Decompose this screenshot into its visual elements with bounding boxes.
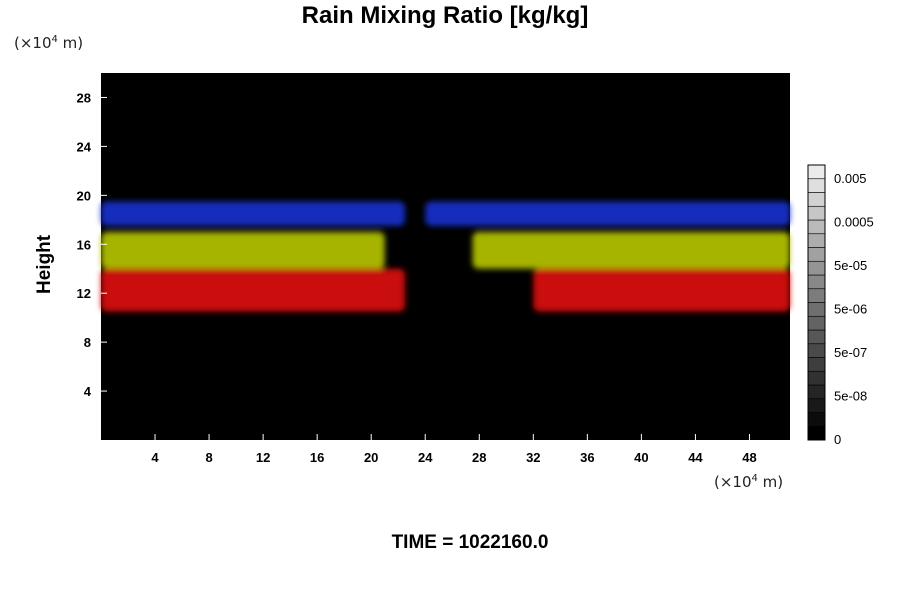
colorbar-segment	[807, 260, 826, 276]
x-tick-label: 16	[310, 450, 324, 465]
colorbar-segment	[807, 343, 826, 358]
x-tick-label: 48	[742, 450, 756, 465]
layer-2-span-0	[101, 268, 405, 312]
colorbar: 0 5e-08 5e-07 5e-06 5e-05 0.0005 0.005	[807, 164, 874, 447]
layer-1-span-1	[472, 232, 790, 269]
colorbar-segment	[807, 357, 826, 372]
rain-field	[101, 201, 790, 312]
x-tick-label: 32	[526, 450, 540, 465]
x-axis: 4 8 12 16 20 24 28 32 36 40 44 48	[151, 434, 757, 465]
colorbar-segment	[807, 178, 826, 193]
colorbar-segment	[807, 274, 826, 290]
y-tick-label: 28	[77, 90, 91, 105]
y-tick-label: 8	[84, 335, 91, 350]
x-tick-label: 4	[151, 450, 159, 465]
x-tick-label: 44	[688, 450, 703, 465]
y-tick-label: 20	[77, 188, 91, 203]
colorbar-segment	[807, 398, 826, 413]
colorbar-frame	[807, 164, 826, 441]
colorbar-segment	[807, 164, 826, 180]
colorbar-label: 5e-08	[834, 389, 867, 404]
layer-0-span-0	[101, 201, 405, 226]
chart-title: Rain Mixing Ratio [kg/kg]	[301, 2, 589, 29]
colorbar-label: 5e-05	[834, 258, 867, 273]
colorbar-segment	[807, 412, 826, 427]
x-tick-label: 8	[205, 450, 212, 465]
colorbar-segment	[807, 384, 826, 400]
y-tick-label: 4	[84, 384, 92, 399]
y-axis-unit: (×104 m)	[14, 34, 84, 52]
colorbar-segment	[807, 233, 826, 248]
layer-0-span-1	[425, 201, 790, 226]
x-tick-label: 28	[472, 450, 486, 465]
x-tick-label: 20	[364, 450, 378, 465]
x-tick-label: 40	[634, 450, 648, 465]
colorbar-segment	[807, 315, 826, 331]
colorbar-segment	[807, 370, 826, 386]
y-tick-label: 24	[77, 139, 92, 154]
colorbar-label: 0.005	[834, 171, 867, 186]
x-tick-label: 12	[256, 450, 270, 465]
layer-2-span-1	[533, 268, 790, 312]
y-axis: 4 8 12 16 20 24 28	[77, 90, 107, 399]
colorbar-segment	[807, 302, 826, 317]
colorbar-segment	[807, 205, 826, 221]
x-tick-label: 24	[418, 450, 433, 465]
colorbar-segment	[807, 219, 826, 235]
y-tick-label: 16	[77, 237, 91, 252]
x-tick-label: 36	[580, 450, 594, 465]
colorbar-segment	[807, 247, 826, 262]
colorbar-label: 0	[834, 432, 841, 447]
colorbar-segment	[807, 329, 826, 345]
layer-1-span-0	[101, 232, 385, 269]
y-tick-label: 12	[77, 286, 91, 301]
colorbar-segment	[807, 425, 826, 441]
colorbar-segment	[807, 192, 826, 207]
time-label: TIME = 1022160.0	[391, 532, 549, 553]
colorbar-label: 5e-06	[834, 302, 867, 317]
colorbar-label: 5e-07	[834, 345, 867, 360]
colorbar-label: 0.0005	[834, 215, 874, 230]
x-axis-unit: (×104 m)	[714, 473, 784, 491]
colorbar-segment	[807, 288, 826, 303]
